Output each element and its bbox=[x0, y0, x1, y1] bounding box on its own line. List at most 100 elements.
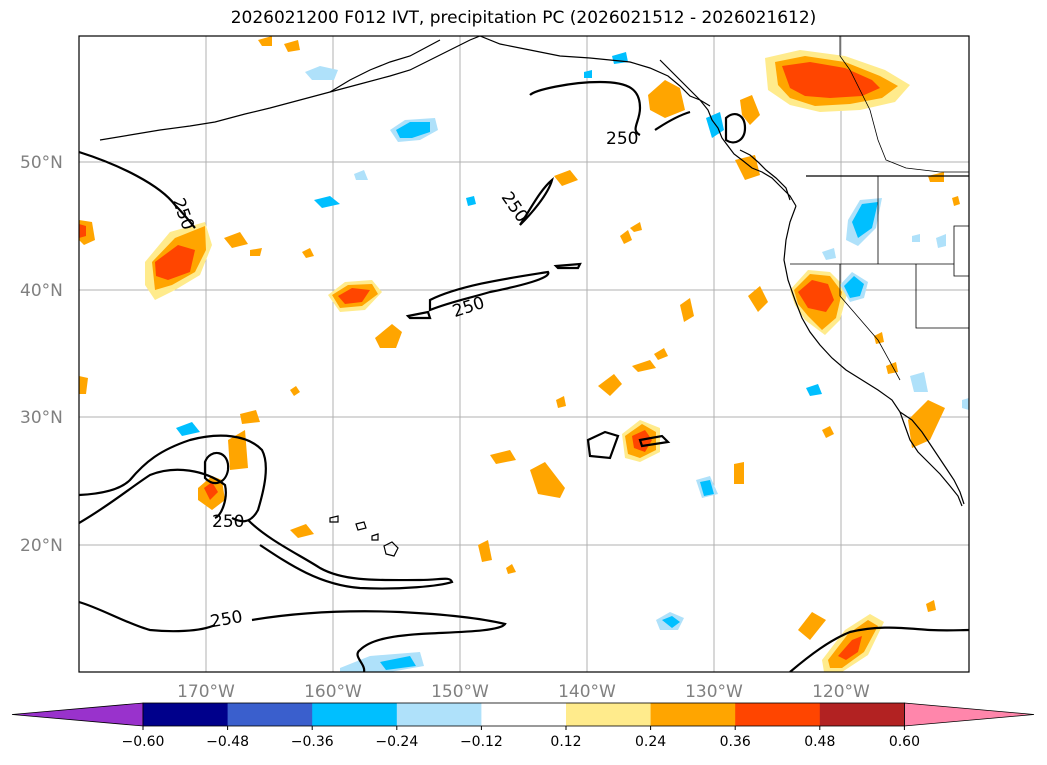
coastline bbox=[355, 521, 367, 531]
lat-label: 30°N bbox=[20, 408, 63, 428]
border bbox=[839, 36, 969, 173]
border bbox=[915, 264, 969, 329]
colorbar-tick-label: −0.60 bbox=[122, 734, 165, 750]
ivt-contour-line bbox=[428, 270, 550, 312]
precip-blob bbox=[302, 248, 314, 258]
precip-blob bbox=[554, 170, 578, 186]
precip-blob bbox=[314, 196, 340, 208]
precip-blob bbox=[748, 286, 768, 312]
precip-blob bbox=[338, 288, 370, 304]
ivt-contours bbox=[79, 80, 969, 672]
colorbar-extend-high bbox=[904, 702, 1035, 727]
ivt-contour-line bbox=[251, 610, 507, 672]
precip-blob bbox=[632, 360, 656, 372]
lon-label: 150°W bbox=[431, 682, 489, 702]
precip-blob bbox=[630, 222, 642, 232]
colorbar-tick-label: 0.12 bbox=[550, 734, 581, 750]
precip-blob bbox=[290, 524, 314, 538]
lat-label: 40°N bbox=[20, 281, 63, 301]
precip-blob bbox=[155, 245, 195, 280]
border bbox=[953, 225, 969, 277]
precip-blob bbox=[838, 636, 862, 660]
precip-blob bbox=[375, 324, 402, 348]
colorbar-tick-label: 0.24 bbox=[635, 734, 666, 750]
precip-blob bbox=[822, 426, 834, 438]
colorbar-tick-label: 0.60 bbox=[889, 734, 920, 750]
ivt-contour-line bbox=[638, 434, 671, 448]
map-frame bbox=[78, 35, 970, 673]
coastline bbox=[479, 36, 711, 107]
coastline bbox=[99, 36, 481, 141]
precip-blob bbox=[258, 36, 272, 46]
coastline bbox=[783, 205, 963, 507]
precip-blob bbox=[466, 196, 476, 206]
precip-blob bbox=[530, 462, 565, 498]
colorbar-segment bbox=[566, 703, 652, 726]
colorbar-tick-label: −0.24 bbox=[375, 734, 418, 750]
precip-blob bbox=[598, 374, 622, 396]
ivt-contour-line bbox=[79, 150, 196, 229]
precip-blob bbox=[648, 80, 685, 118]
colorbar-segment bbox=[227, 703, 313, 726]
precip-blob bbox=[952, 196, 960, 206]
lon-label: 140°W bbox=[558, 682, 616, 702]
precip-blob bbox=[228, 430, 248, 470]
precip-blob bbox=[204, 482, 218, 500]
precip-blob bbox=[176, 422, 200, 436]
colorbar-frame bbox=[142, 702, 905, 727]
precip-blob bbox=[556, 396, 566, 408]
precip-blob bbox=[584, 70, 592, 78]
precip-blob bbox=[654, 348, 668, 360]
coastline bbox=[739, 149, 791, 201]
precip-blob bbox=[284, 40, 300, 52]
precip-blob bbox=[910, 372, 928, 392]
ivt-contour-line bbox=[79, 600, 216, 633]
precip-blob bbox=[962, 398, 969, 410]
precip-blob bbox=[844, 276, 864, 298]
precip-blob bbox=[822, 248, 836, 260]
colorbar-tick-label: 0.48 bbox=[804, 734, 835, 750]
lon-label: 170°W bbox=[177, 682, 235, 702]
precip-shading bbox=[79, 36, 969, 672]
contour-label: 250 bbox=[606, 129, 638, 149]
precip-blob bbox=[240, 410, 260, 424]
lon-label: 120°W bbox=[812, 682, 870, 702]
ivt-contour-line bbox=[586, 430, 620, 460]
precip-blob bbox=[680, 298, 694, 322]
gridlines bbox=[79, 36, 969, 672]
colorbar-extend-low bbox=[11, 702, 144, 727]
precip-blob bbox=[852, 202, 878, 238]
ivt-contour-line bbox=[654, 110, 691, 131]
precip-blob bbox=[700, 480, 714, 496]
coastline bbox=[329, 515, 339, 523]
colorbar-tick-label: −0.36 bbox=[291, 734, 334, 750]
colorbar-segment bbox=[481, 703, 567, 726]
ivt-contour-line bbox=[519, 176, 554, 226]
ivt-contour-line bbox=[203, 452, 230, 485]
precip-blob bbox=[305, 66, 338, 80]
colorbar-segment bbox=[143, 703, 229, 726]
precip-blob bbox=[908, 400, 945, 448]
precip-blob bbox=[936, 234, 946, 248]
lon-label: 160°W bbox=[304, 682, 362, 702]
colorbar-segment bbox=[396, 703, 482, 726]
colorbar-tick-label: −0.48 bbox=[206, 734, 249, 750]
precip-blob bbox=[928, 172, 944, 182]
colorbar: −0.60 −0.48 −0.36 −0.24 −0.12 0.12 0.24 0.36 0.4… bbox=[11, 702, 1035, 750]
ivt-contour-line bbox=[405, 310, 432, 320]
lon-label: 130°W bbox=[685, 682, 743, 702]
border bbox=[839, 264, 901, 381]
precip-blob bbox=[380, 656, 416, 670]
ivt-contour-line bbox=[789, 626, 969, 672]
precip-blob bbox=[735, 155, 760, 180]
ivt-contour-line bbox=[79, 434, 267, 523]
precip-blob bbox=[912, 234, 920, 242]
precip-blob bbox=[662, 616, 680, 628]
coastline bbox=[371, 533, 379, 541]
ivt-contour-line bbox=[529, 80, 642, 136]
colorbar-segment bbox=[735, 703, 821, 726]
precip-blob bbox=[506, 564, 516, 574]
contour-label: 250 bbox=[212, 512, 244, 532]
precip-blob bbox=[926, 600, 936, 612]
